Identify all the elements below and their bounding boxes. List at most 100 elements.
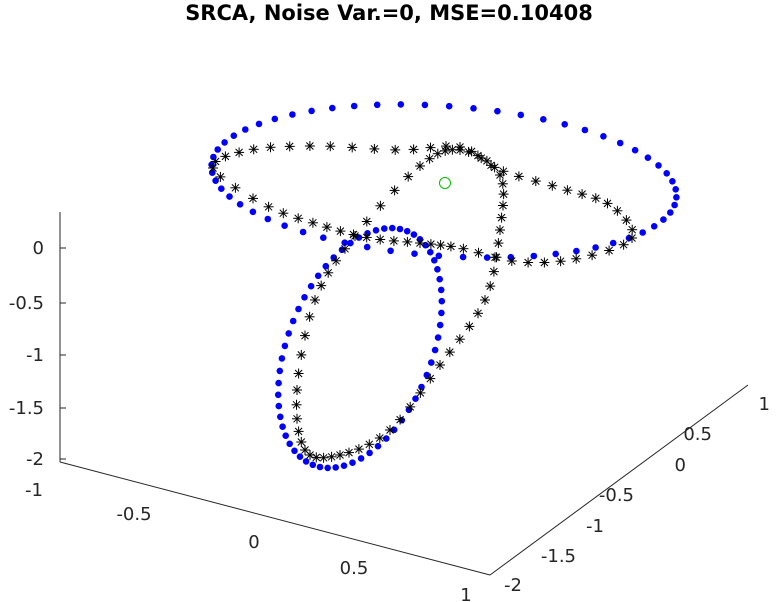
axes [59, 212, 749, 576]
asterisk-point [571, 253, 582, 264]
blue-dot-point [302, 458, 310, 465]
blue-dot-point [281, 222, 288, 229]
blue-dot-point [434, 266, 441, 273]
asterisk-point [424, 153, 435, 164]
blue-dot-point [236, 201, 244, 208]
blue-dot-point [363, 243, 371, 251]
asterisk-point [292, 385, 302, 395]
blue-dot-point [349, 459, 356, 467]
asterisk-point [495, 170, 505, 180]
y-axis-line [489, 384, 749, 576]
z-tick-label: -1.5 [9, 398, 44, 419]
asterisk-point [344, 447, 354, 458]
blue-dot-point [275, 379, 282, 387]
blue-dot-point [276, 367, 284, 375]
asterisk-point [506, 256, 517, 266]
blue-dot-point [573, 247, 580, 255]
asterisk-point [627, 233, 637, 243]
asterisk-point [304, 311, 315, 322]
blue-dot-point [616, 139, 624, 147]
asterisk-point [390, 144, 401, 155]
blue-dot-point [397, 101, 405, 108]
asterisk-point [293, 426, 304, 437]
y-tick-label: -1.5 [541, 546, 576, 567]
z-tick-label: -2 [26, 449, 44, 470]
asterisk-point [432, 148, 443, 159]
z-tick-label: -0.5 [9, 293, 44, 314]
blue-dot-point [289, 111, 296, 118]
blue-dot-point [340, 462, 348, 470]
blue-dot-point [301, 294, 308, 301]
asterisk-point [293, 368, 304, 379]
blue-dot-point [412, 395, 419, 403]
asterisk-point [590, 193, 601, 204]
asterisk-point [353, 444, 364, 455]
blue-dot-point [561, 121, 568, 128]
blue-dot-point [291, 447, 298, 455]
asterisk-point [435, 240, 446, 251]
blue-dot-point [277, 413, 284, 421]
asterisk-point [304, 141, 315, 151]
y-tick-label: -2 [504, 575, 522, 596]
asterisk-point [215, 171, 226, 182]
blue-dot-point [459, 253, 467, 261]
blue-dot-point [517, 111, 525, 119]
asterisk-point [415, 238, 425, 248]
asterisk-point [318, 452, 329, 463]
blue-dot-point [230, 132, 238, 139]
tick-group: -2 -1.5 -1 -0.5 0 -1 -0.5 0 0.5 1 -2 -1.5 -1 -0.5 0 0.5… [9, 238, 770, 602]
blue-dot-point [275, 402, 283, 410]
asterisk-point [292, 413, 302, 424]
blue-dot-point [540, 116, 547, 123]
blue-dot-point [403, 227, 411, 235]
asterisk-point [444, 347, 455, 358]
asterisk-point [310, 295, 320, 305]
blue-dot-point [372, 227, 380, 234]
asterisk-point [296, 437, 307, 447]
blue-dot-point [279, 423, 286, 431]
asterisk-point [369, 143, 380, 154]
asterisk-point [347, 142, 358, 153]
asterisk-point [493, 238, 504, 249]
asterisk-point [248, 193, 258, 204]
blue-dot-point [212, 177, 219, 184]
blue-dot-point [389, 224, 396, 232]
blue-dot-point [282, 432, 290, 440]
blue-dot-point [431, 346, 439, 354]
blue-dot-point [242, 126, 249, 133]
asterisk-point [395, 414, 406, 425]
asterisk-point [361, 216, 372, 227]
asterisk-point [263, 201, 274, 212]
blue-dot-point [667, 209, 674, 216]
z-tick-label: -1 [26, 345, 44, 366]
asterisk-point [340, 243, 350, 254]
blue-dot-point [289, 317, 297, 325]
asterisk-point [220, 151, 231, 162]
asterisk-point [496, 212, 507, 223]
asterisk-point [335, 226, 346, 237]
blue-dot-point [530, 252, 538, 260]
blue-dot-point [396, 225, 404, 233]
blue-dot-point [650, 223, 658, 230]
asterisk-point [293, 213, 304, 224]
asterisk-point [323, 267, 334, 278]
x-tick-label: 0.5 [340, 558, 369, 579]
blue-dot-point [410, 231, 418, 238]
blue-dot-point [347, 239, 354, 247]
asterisk-point [612, 205, 623, 216]
y-tick-label: 0 [675, 455, 686, 476]
asterisk-point [604, 245, 615, 256]
asterisk-point [405, 401, 416, 412]
asterisk-point [602, 198, 613, 209]
blue-dot-point [434, 334, 442, 341]
blue-dot-point [552, 250, 559, 258]
blue-dot-point [435, 252, 443, 260]
asterisk-point [415, 161, 425, 171]
asterisk-point [481, 155, 492, 166]
asterisk-point [577, 189, 588, 200]
asterisk-point [621, 215, 632, 226]
blue-dot-point [600, 133, 607, 140]
blue-dot-point [431, 257, 438, 264]
asterisk-point [230, 182, 241, 193]
blue-dot-point [255, 120, 263, 128]
